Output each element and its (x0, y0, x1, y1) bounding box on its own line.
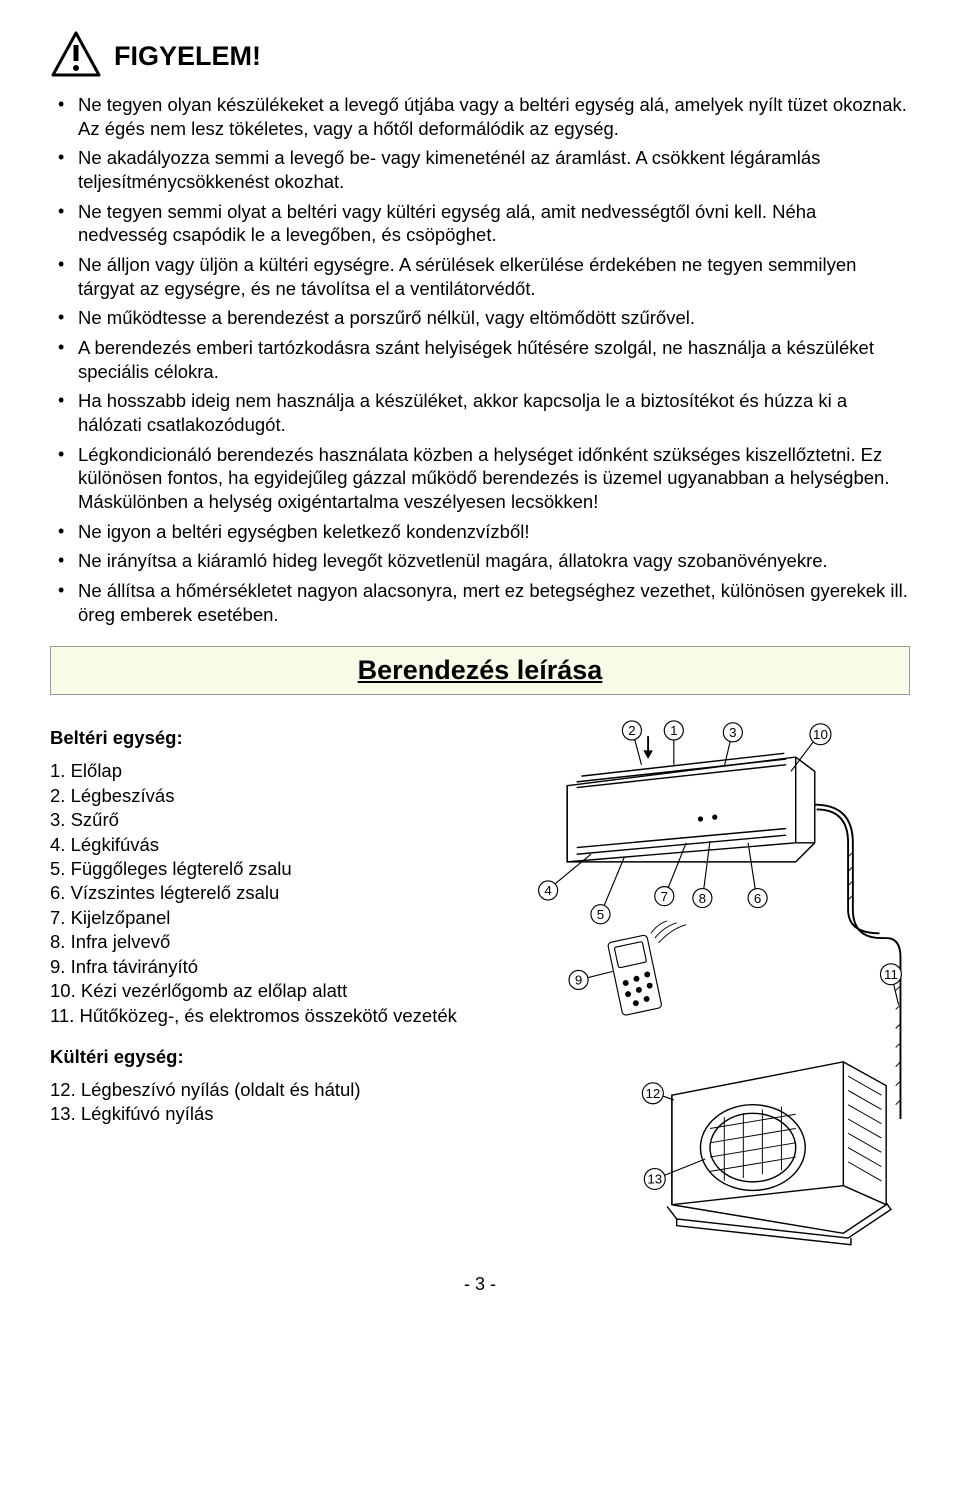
list-item: 10. Kézi vezérlőgomb az előlap alatt (50, 979, 490, 1003)
callout-12: 12 (645, 1086, 660, 1101)
callout-13: 13 (647, 1172, 662, 1187)
callout-4: 4 (544, 884, 552, 899)
callout-11: 11 (884, 967, 898, 982)
list-item-label: Infra távirányító (71, 956, 199, 977)
warning-bullet: Ne tegyen olyan készülékeket a levegő út… (50, 93, 910, 140)
callout-1: 1 (670, 724, 677, 739)
list-item-label: Légbeszívás (71, 785, 175, 806)
callout-9: 9 (575, 973, 582, 988)
warning-bullet: Légkondicionáló berendezés használata kö… (50, 443, 910, 514)
ac-unit-diagram: 1 2 3 10 4 5 (510, 719, 910, 1252)
callout-2: 2 (628, 724, 635, 739)
list-item-label: Kijelzőpanel (71, 907, 171, 928)
warning-bullet: Ne akadályozza semmi a levegő be- vagy k… (50, 146, 910, 193)
list-item-label: Légkifúvó nyílás (81, 1103, 214, 1124)
list-item: 7. Kijelzőpanel (50, 906, 490, 930)
list-item: 8. Infra jelvevő (50, 930, 490, 954)
warning-bullet: A berendezés emberi tartózkodásra szánt … (50, 336, 910, 383)
list-item: 6. Vízszintes légterelő zsalu (50, 881, 490, 905)
list-item-label: Légkifúvás (71, 834, 159, 855)
callout-8: 8 (699, 891, 706, 906)
list-item: 11. Hűtőközeg-, és elektromos összekötő … (50, 1004, 490, 1028)
list-item: 3. Szűrő (50, 808, 490, 832)
callout-3: 3 (729, 726, 736, 741)
list-item: 13. Légkifúvó nyílás (50, 1102, 490, 1126)
warning-bullet: Ha hosszabb ideig nem használja a készül… (50, 389, 910, 436)
outdoor-heading: Kültéri egység: (50, 1046, 490, 1068)
warning-bullet: Ne irányítsa a kiáramló hideg levegőt kö… (50, 549, 910, 573)
callout-5: 5 (597, 907, 604, 922)
warning-bullet: Ne működtesse a berendezést a porszűrő n… (50, 306, 910, 330)
list-item-label: Vízszintes légterelő zsalu (71, 882, 280, 903)
description-columns: Beltéri egység: 1. Előlap 2. Légbeszívás… (50, 719, 910, 1257)
callout-10: 10 (813, 727, 828, 742)
description-diagram-column: 1 2 3 10 4 5 (510, 719, 910, 1257)
warning-bullet: Ne állítsa a hőmérsékletet nagyon alacso… (50, 579, 910, 626)
warning-header: FIGYELEM! (50, 30, 910, 83)
callout-7: 7 (661, 889, 668, 904)
section-title: Berendezés leírása (358, 655, 603, 685)
list-item: 9. Infra távirányító (50, 955, 490, 979)
list-item: 2. Légbeszívás (50, 784, 490, 808)
warning-bullet: Ne álljon vagy üljön a kültéri egységre.… (50, 253, 910, 300)
list-item-label: Szűrő (71, 809, 119, 830)
list-item: 4. Légkifúvás (50, 833, 490, 857)
warning-icon (50, 30, 102, 83)
list-item-label: Infra jelvevő (71, 931, 171, 952)
callout-6: 6 (754, 891, 761, 906)
warning-bullet-list: Ne tegyen olyan készülékeket a levegő út… (50, 93, 910, 626)
list-item-label: Előlap (71, 760, 122, 781)
outdoor-parts-list: 12. Légbeszívó nyílás (oldalt és hátul) … (50, 1078, 490, 1127)
warning-bullet: Ne tegyen semmi olyat a beltéri vagy kül… (50, 200, 910, 247)
warning-title: FIGYELEM! (114, 41, 261, 72)
list-item: 5. Függőleges légterelő zsalu (50, 857, 490, 881)
list-item: 12. Légbeszívó nyílás (oldalt és hátul) (50, 1078, 490, 1102)
page-number: - 3 - (50, 1274, 910, 1295)
list-item-label: Kézi vezérlőgomb az előlap alatt (81, 980, 347, 1001)
document-page: FIGYELEM! Ne tegyen olyan készülékeket a… (0, 0, 960, 1315)
description-text-column: Beltéri egység: 1. Előlap 2. Légbeszívás… (50, 719, 490, 1257)
list-item-label: Hűtőközeg-, és elektromos összekötő veze… (80, 1005, 457, 1026)
indoor-parts-list: 1. Előlap 2. Légbeszívás 3. Szűrő 4. Lég… (50, 759, 490, 1027)
indoor-heading: Beltéri egység: (50, 727, 490, 749)
list-item-label: Függőleges légterelő zsalu (71, 858, 292, 879)
list-item: 1. Előlap (50, 759, 490, 783)
section-title-box: Berendezés leírása (50, 646, 910, 695)
list-item-label: Légbeszívó nyílás (oldalt és hátul) (81, 1079, 361, 1100)
warning-bullet: Ne igyon a beltéri egységben keletkező k… (50, 520, 910, 544)
